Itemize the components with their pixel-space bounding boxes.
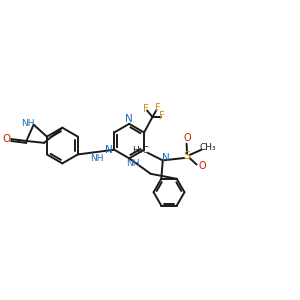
Text: H₃C: H₃C: [132, 146, 149, 155]
Text: O: O: [198, 161, 206, 171]
Text: N: N: [105, 145, 113, 155]
Text: NH: NH: [126, 159, 139, 168]
Text: O: O: [2, 134, 10, 144]
Text: CH₃: CH₃: [200, 143, 216, 152]
Text: O: O: [183, 134, 191, 143]
Text: N: N: [163, 153, 170, 163]
Text: N: N: [125, 114, 133, 124]
Text: F: F: [159, 111, 165, 122]
Text: S: S: [184, 151, 191, 161]
Text: NH: NH: [21, 119, 34, 128]
Text: F: F: [143, 104, 149, 114]
Text: F: F: [155, 103, 160, 113]
Text: NH: NH: [90, 154, 104, 163]
